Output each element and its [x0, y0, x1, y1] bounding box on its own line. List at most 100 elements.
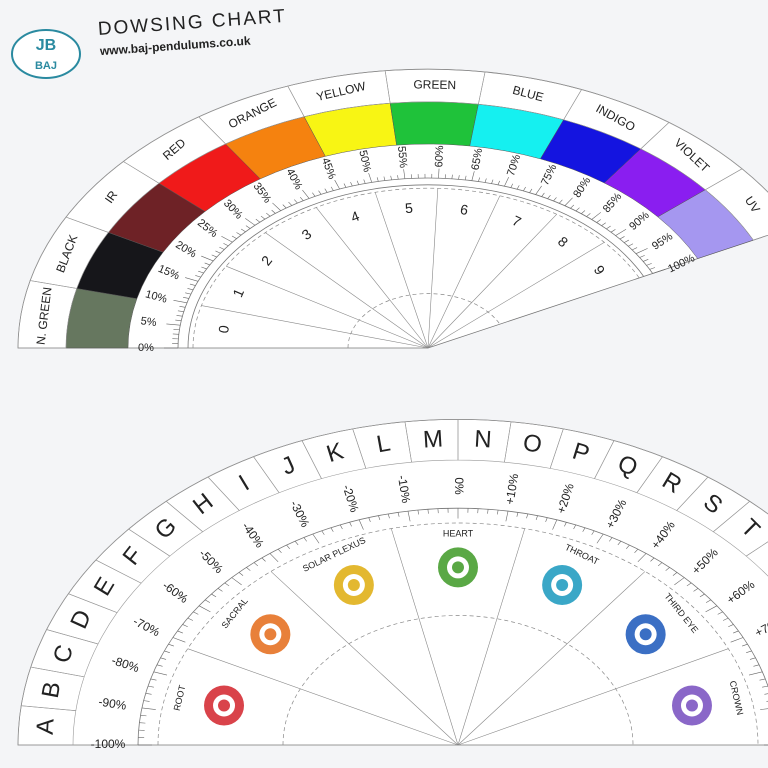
scale-tick — [390, 175, 392, 180]
chakra-icon-core — [347, 578, 360, 591]
scale-tick — [626, 544, 630, 550]
scale-tick — [221, 235, 233, 243]
letter-chart: ABCDEFGHIJKLMNOPQRSTUVWXYZ-100%-90%-80%-… — [17, 419, 768, 751]
scale-tick — [376, 177, 379, 182]
scale-tick — [552, 519, 558, 530]
scale-tick — [245, 225, 251, 229]
percent-label: 0% — [138, 342, 154, 354]
letter-label: O — [521, 429, 544, 459]
logo-ring — [11, 29, 81, 79]
scale-tick — [570, 204, 575, 209]
scale-tick — [516, 512, 519, 517]
percent-label: 10% — [144, 288, 169, 305]
scale-tick — [201, 266, 207, 270]
scale-tick — [484, 178, 487, 183]
scale-tick — [582, 527, 586, 532]
scale-tick — [269, 553, 279, 563]
sector-line — [265, 232, 429, 349]
scale-tick — [764, 693, 768, 695]
scale-tick — [628, 243, 634, 247]
percent-label: 65% — [470, 147, 486, 171]
scale-tick — [649, 267, 656, 270]
scale-tick — [343, 183, 347, 188]
scale-tick — [141, 707, 156, 710]
sector-line — [427, 188, 439, 349]
scale-tick — [491, 179, 494, 184]
scale-tick — [368, 517, 371, 522]
scale-tick — [277, 548, 282, 554]
scale-tick — [523, 186, 526, 192]
scale-tick — [615, 229, 627, 236]
scale-tick — [143, 700, 150, 702]
chakra-inner-arc — [282, 615, 634, 746]
scale-tick — [564, 197, 573, 206]
percent-label: 0% — [452, 477, 466, 495]
percent-label: +10% — [503, 472, 522, 505]
scale-tick — [632, 247, 638, 251]
scale-tick — [175, 319, 182, 322]
scale-tick — [591, 212, 602, 220]
sector-line — [315, 207, 429, 349]
scale-tick — [478, 177, 480, 182]
scale-tick — [635, 248, 648, 254]
scale-tick — [140, 715, 147, 717]
scale-tick — [545, 517, 548, 522]
scale-tick — [639, 255, 645, 258]
scale-tick — [451, 174, 453, 179]
chakra-label: HEART — [443, 528, 474, 538]
scale-tick — [236, 232, 242, 236]
scale-tick — [368, 172, 373, 183]
scale-tick — [300, 196, 304, 201]
scale-tick — [619, 236, 625, 240]
logo-text: BAJ — [35, 60, 57, 72]
letter-cell — [745, 541, 768, 577]
scale-tick — [215, 250, 221, 254]
scale-tick — [665, 567, 670, 571]
scale-tick — [198, 270, 204, 274]
letter-label: N — [473, 426, 492, 454]
letter-label: K — [323, 438, 346, 469]
scale-tick — [717, 611, 723, 615]
letter-label: B — [37, 680, 66, 701]
scale-tick — [573, 524, 577, 530]
sector-line — [187, 648, 459, 746]
scale-tick — [464, 175, 467, 180]
scale-tick — [516, 185, 520, 190]
scale-tick — [324, 188, 328, 193]
scale-tick — [150, 678, 157, 681]
sector-line — [457, 571, 646, 746]
scale-tick — [596, 219, 601, 223]
scale-tick — [586, 213, 591, 217]
letter-label: P — [569, 438, 592, 469]
scale-tick — [617, 540, 622, 546]
scale-tick — [497, 510, 499, 515]
chakra-icon-core — [264, 628, 277, 641]
scale-tick — [288, 201, 292, 206]
sector-line — [390, 528, 459, 746]
scale-tick — [302, 189, 310, 199]
scale-tick — [553, 197, 557, 202]
scale-tick — [705, 605, 718, 613]
scale-tick — [201, 255, 214, 262]
scale-tick — [591, 530, 595, 535]
scale-tick — [378, 515, 381, 521]
sector-line — [427, 214, 557, 349]
scale-tick — [179, 306, 186, 308]
scale-tick — [147, 685, 154, 688]
scale-tick — [255, 218, 261, 223]
scale-tick — [623, 239, 629, 243]
sector-line — [201, 305, 429, 349]
scale-tick — [224, 582, 230, 587]
percent-label: 50% — [356, 149, 373, 173]
scale-tick — [205, 599, 211, 603]
scale-tick — [693, 588, 699, 592]
scale-tick — [312, 192, 316, 197]
scale-tick — [240, 228, 246, 233]
scale-tick — [318, 190, 322, 195]
scale-tick — [749, 657, 756, 660]
scale-tick — [193, 611, 199, 615]
scale-tick — [606, 225, 611, 230]
scale-tick — [730, 637, 744, 643]
scale-tick — [471, 171, 475, 181]
